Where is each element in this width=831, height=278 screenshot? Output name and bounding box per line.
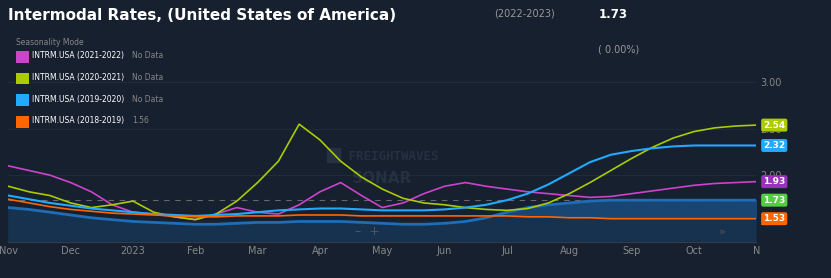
Text: (2022-2023): (2022-2023) bbox=[494, 8, 555, 18]
Text: 1.56: 1.56 bbox=[132, 116, 149, 125]
Text: 2.54: 2.54 bbox=[763, 121, 785, 130]
FancyBboxPatch shape bbox=[16, 51, 29, 63]
Text: INTRM.USA (2018-2019): INTRM.USA (2018-2019) bbox=[32, 116, 125, 125]
Text: 1.53: 1.53 bbox=[763, 214, 785, 223]
Text: 1.73: 1.73 bbox=[598, 8, 627, 21]
FancyBboxPatch shape bbox=[16, 116, 29, 128]
Text: No Data: No Data bbox=[132, 73, 163, 82]
Text: 2.32: 2.32 bbox=[763, 141, 785, 150]
Text: ( 0.00%): ( 0.00%) bbox=[598, 44, 640, 54]
Text: 1.93: 1.93 bbox=[763, 177, 785, 186]
Text: INTRM.USA (2020-2021): INTRM.USA (2020-2021) bbox=[32, 73, 125, 82]
Text: –  +: – + bbox=[355, 225, 380, 238]
Text: SONAR: SONAR bbox=[352, 171, 412, 186]
Text: No Data: No Data bbox=[132, 51, 163, 60]
Text: »: » bbox=[719, 227, 726, 237]
Text: Intermodal Rates, (United States of America): Intermodal Rates, (United States of Amer… bbox=[8, 8, 396, 23]
Text: ██ FREIGHTWAVES: ██ FREIGHTWAVES bbox=[326, 147, 439, 163]
Text: No Data: No Data bbox=[132, 95, 163, 104]
FancyBboxPatch shape bbox=[16, 94, 29, 106]
Text: INTRM.USA (2021-2022): INTRM.USA (2021-2022) bbox=[32, 51, 125, 60]
Text: Seasonality Mode: Seasonality Mode bbox=[16, 38, 83, 47]
Text: INTRM.USA (2019-2020): INTRM.USA (2019-2020) bbox=[32, 95, 125, 104]
Text: 1.73: 1.73 bbox=[763, 196, 785, 205]
FancyBboxPatch shape bbox=[16, 73, 29, 84]
